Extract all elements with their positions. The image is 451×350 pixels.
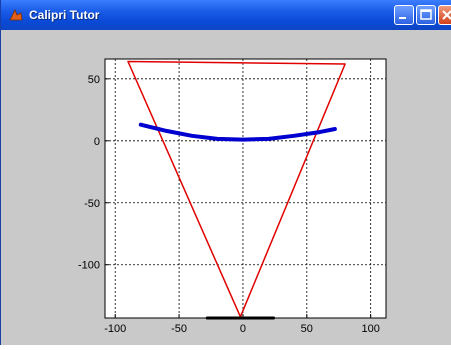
- wheel-arc-line: [138, 122, 337, 142]
- calipri-plot: -100 -50 0 50 100 50 0 -50 -100: [78, 58, 387, 335]
- maximize-button[interactable]: [416, 5, 436, 25]
- plot-area: -100 -50 0 50 100 50 0 -50 -100: [1, 30, 451, 345]
- y-tick-label: -50: [84, 198, 100, 210]
- series-layer: [127, 60, 346, 320]
- triangle-profile-line: [127, 60, 346, 318]
- x-tick-label: -50: [171, 323, 187, 335]
- x-tick-label: -100: [104, 323, 126, 335]
- x-tick-label: 50: [301, 323, 313, 335]
- y-tick-label: -100: [78, 260, 100, 272]
- y-tick-label: 50: [88, 74, 100, 86]
- window-title: Calipri Tutor: [29, 8, 100, 22]
- app-icon: [9, 8, 23, 22]
- maximize-icon: [420, 9, 432, 20]
- minimize-icon: [399, 17, 406, 19]
- minimize-button[interactable]: [394, 5, 414, 25]
- axis-ticks: -100 -50 0 50 100 50 0 -50 -100: [78, 74, 380, 335]
- x-tick-label: 100: [361, 323, 379, 335]
- close-icon: [442, 10, 451, 20]
- axes-background: [104, 58, 387, 319]
- title-bar[interactable]: Calipri Tutor: [1, 0, 451, 30]
- y-tick-label: 0: [94, 136, 100, 148]
- x-tick-label: 0: [240, 323, 246, 335]
- close-button[interactable]: [438, 5, 451, 25]
